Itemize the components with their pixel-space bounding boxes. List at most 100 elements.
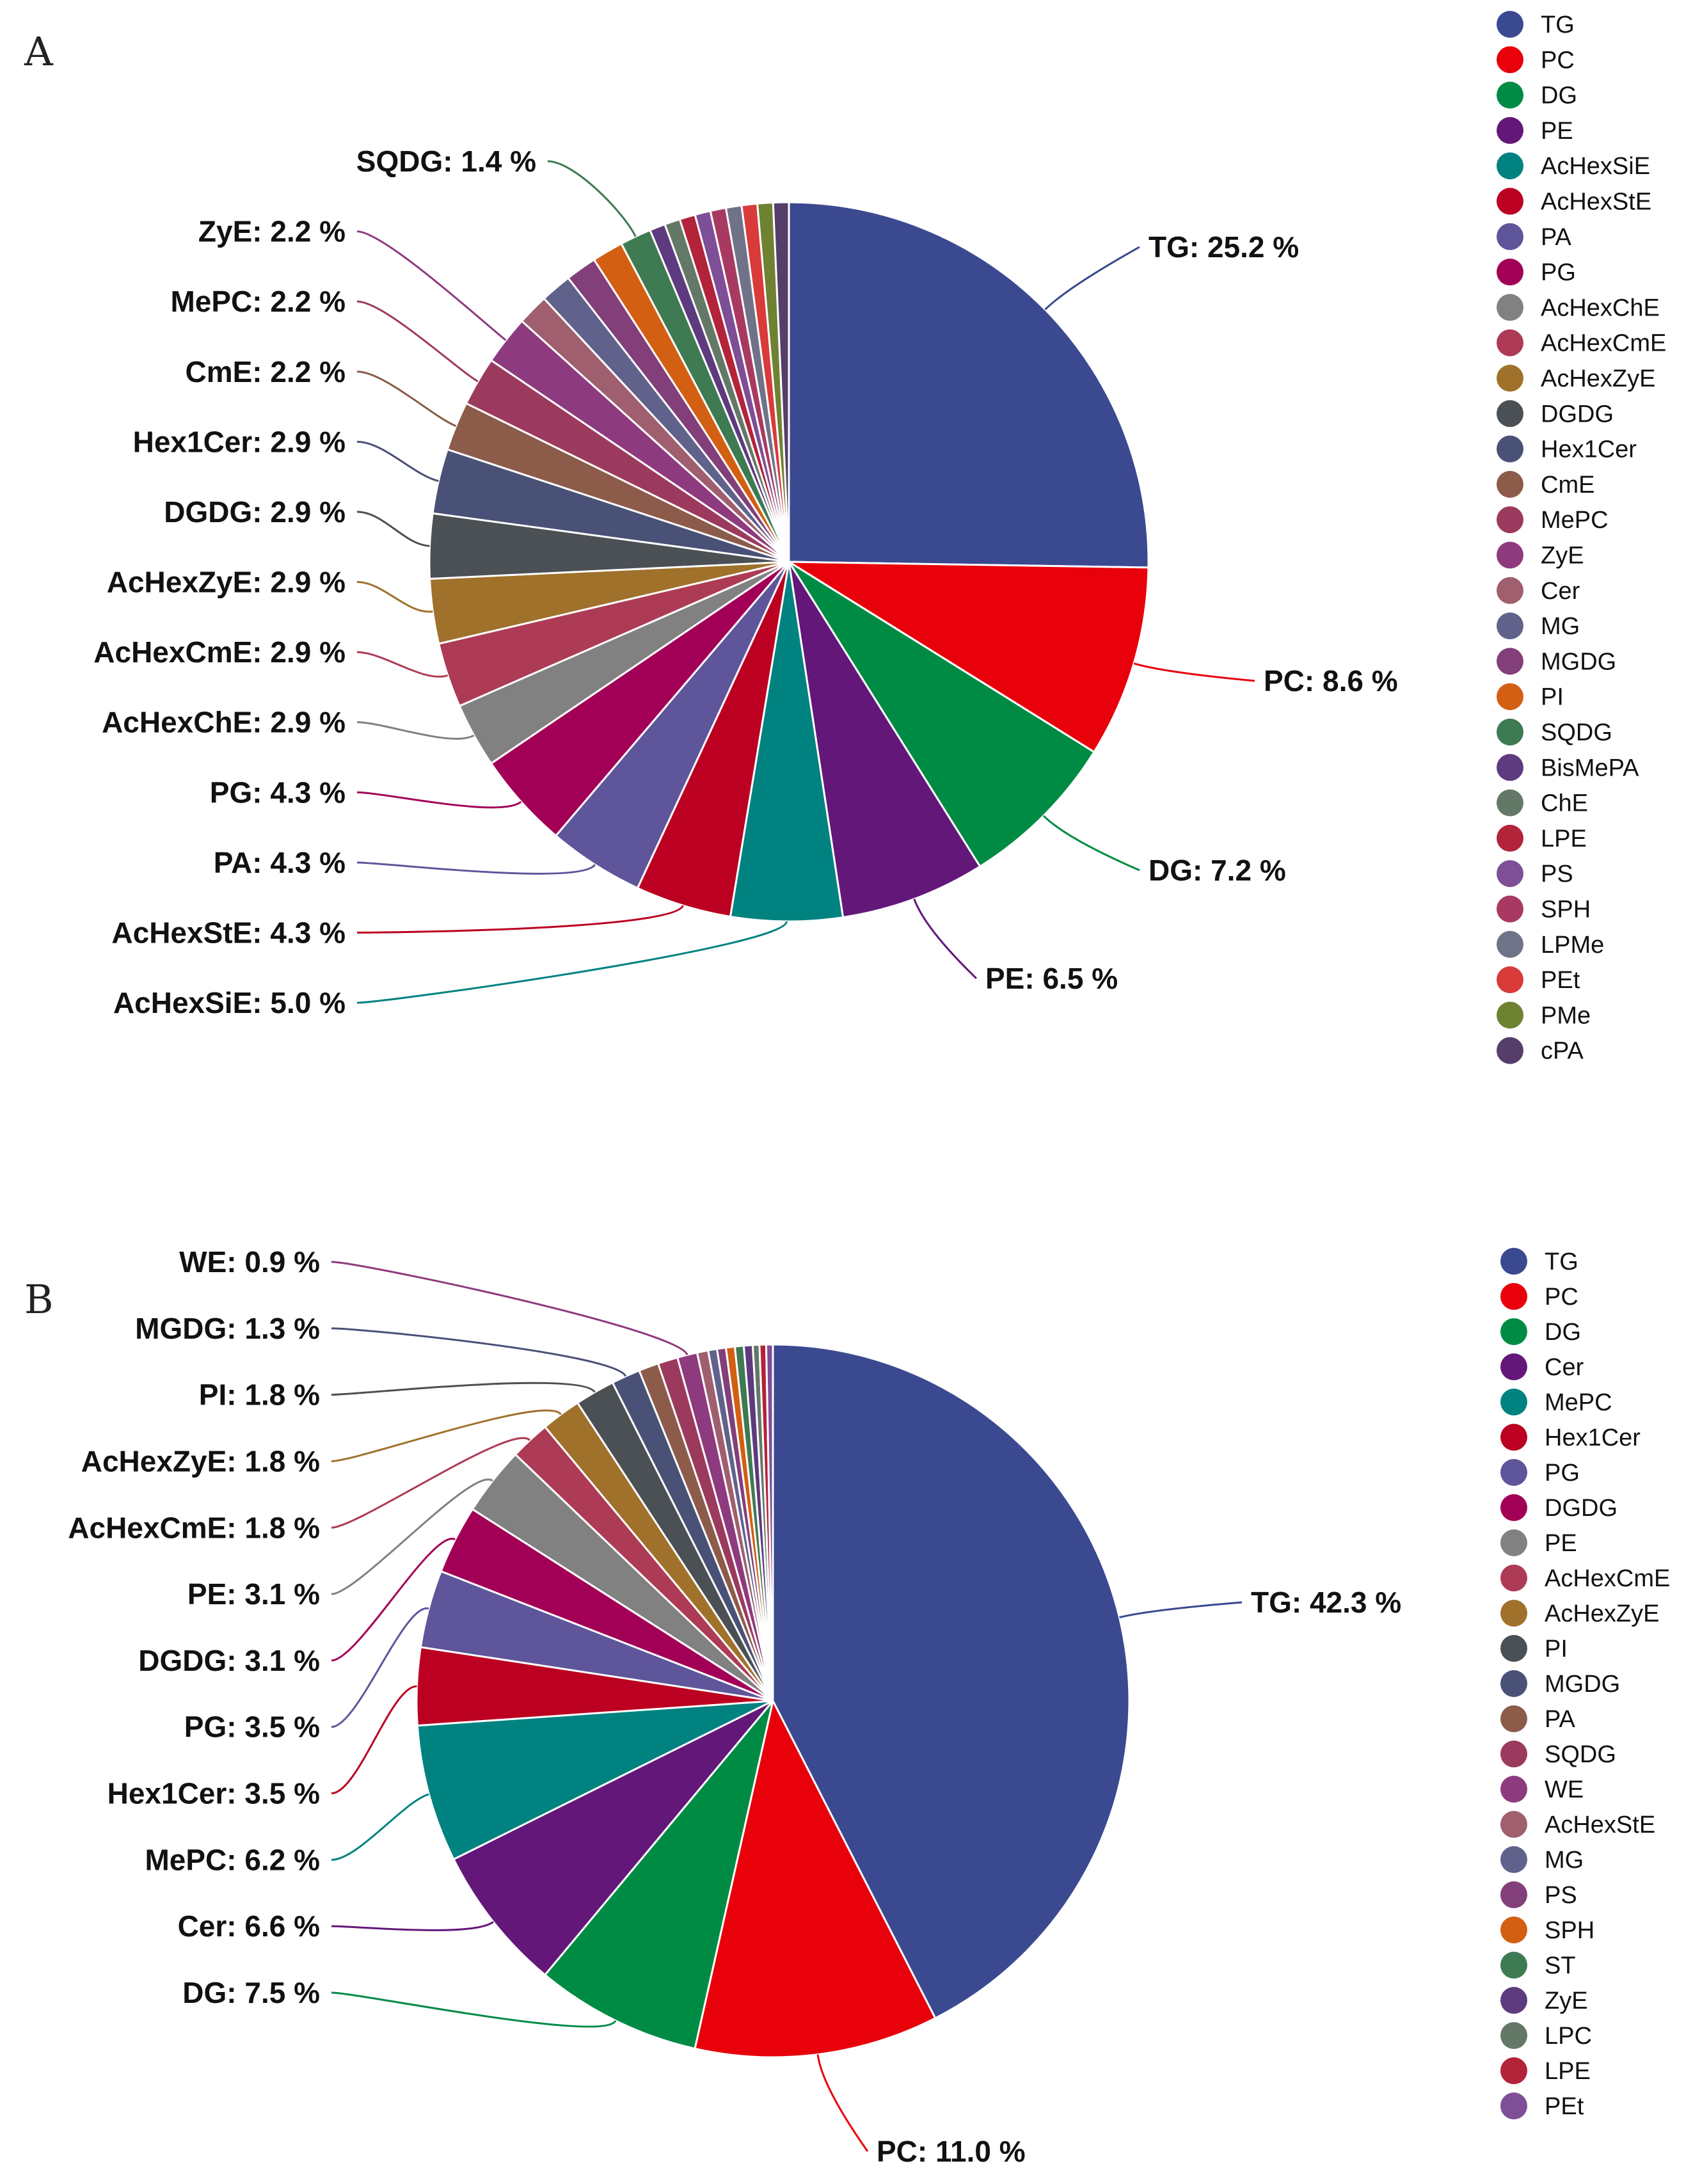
panel-letter-a: A [24,28,54,75]
legend-a: TG PC DG PE AcHexSiE AcHexStE PA PG AcHexChE AcHe… [1497,11,1666,1065]
legend-a-swatch-pc [1497,46,1523,74]
legend-b-item-pet: PEt [1545,2093,1584,2120]
legend-b-swatch-tg [1500,1248,1527,1275]
pie-b-leader-pc [816,2054,869,2152]
legend-b-swatch-pet [1500,2092,1527,2119]
pie-b-label-cer: Cer: 6.6 % [178,1909,320,1943]
legend-b-item-mg: MG [1545,1847,1584,1874]
legend-a-item-pet: PEt [1541,967,1580,994]
legend-a-swatch-cpa [1497,1037,1523,1064]
legend-b-swatch-pa [1500,1705,1527,1732]
legend-a-item-cer: Cer [1541,578,1580,605]
pie-a-leader-achexche [356,721,475,740]
pie-a-leader-achexsie [356,921,788,1004]
pie-a-label-cme: CmE: 2.2 % [185,355,346,388]
legend-a-swatch-sqdg [1497,719,1523,745]
legend-a-swatch-pa [1497,223,1523,250]
pie-b-label-pg: PG: 3.5 % [184,1710,320,1744]
pie-a-leader-pg [356,791,522,809]
legend-b-item-dgdg: DGDG [1545,1495,1617,1522]
legend-a-swatch-pi [1497,683,1523,710]
legend-b-swatch-zye [1500,1987,1527,2014]
legend-a-swatch-dgdg [1497,400,1523,427]
legend-b-item-pg: PG [1545,1460,1580,1487]
legend-b-swatch-sph [1500,1917,1527,1943]
pie-a-label-achexste: AcHexStE: 4.3 % [111,916,346,949]
legend-b-swatch-achexste [1500,1811,1527,1838]
legend-b-swatch-dg [1500,1318,1527,1345]
pie-a-leader-achexste [356,905,684,934]
legend-b-item-pi: PI [1545,1636,1568,1662]
legend-a-item-sph: SPH [1541,897,1591,923]
legend-a-item-cpa: cPA [1541,1038,1584,1065]
legend-a-item-dg: DG [1541,83,1577,109]
legend-a-swatch-che [1497,789,1523,817]
legend-a-item-sqdg: SQDG [1541,719,1612,746]
pie-a-label-dg: DG: 7.2 % [1149,854,1286,887]
pie-b-label-achexcme: AcHexCmE: 1.8 % [68,1511,320,1544]
legend-a-swatch-pet [1497,966,1523,994]
pie-b-slice-pet [765,1343,774,1702]
legend-a-item-lpme: LPMe [1541,932,1604,959]
legend-b-item-pe: PE [1545,1530,1577,1557]
pie-b-leader-achexcme [331,1437,531,1529]
legend-b-item-lpc: LPC [1545,2023,1592,2050]
legend-a-swatch-mg [1497,612,1523,640]
legend-a-swatch-pg [1497,259,1523,286]
legend-a-swatch-zye [1497,541,1523,569]
pie-chart-a: TG: 25.2 % PC: 8.6 % DG: 7.2 % PE: 6.5 % AcH… [93,11,1666,1065]
legend-b-item-pa: PA [1545,1706,1576,1733]
legend-a-swatch-achexche [1497,294,1523,321]
legend-a-item-cme: CmE [1541,472,1594,498]
pie-b-leader-lines [331,1261,1243,2152]
pie-b-leader-dg [331,1991,617,2028]
legend-b-item-ps: PS [1545,1882,1577,1909]
legend-b-swatch-pg [1500,1459,1527,1486]
pie-a-slice-dg [788,561,1096,868]
legend-a-swatch-pme [1497,1001,1523,1029]
legend-a-item-bismepa: BisMePA [1541,754,1639,781]
legend-b-item-mgdg: MGDG [1545,1671,1620,1698]
pie-a-slice-tg [788,201,1150,569]
legend-a-item-achexzye: AcHexZyE [1541,365,1655,392]
legend-a-swatch-sph [1497,895,1523,923]
pie-a-leader-dgdg [356,511,430,547]
pie-a-leader-pc [1133,662,1255,682]
pie-b-slice-labels: TG: 42.3 % PC: 11.0 % DG: 7.5 % Cer: 6.6 % M… [68,1245,1401,2168]
pie-b-label-achexzye: AcHexZyE: 1.8 % [81,1444,320,1478]
pie-a-leader-achexzye [356,581,433,613]
legend-b-item-achexste: AcHexStE [1545,1812,1655,1838]
pie-a-label-mepc: MePC: 2.2 % [170,285,346,318]
legend-b-item-hex1cer: Hex1Cer [1545,1424,1641,1451]
legend-b-swatch-we [1500,1776,1527,1803]
legend-b-swatch-pe [1500,1529,1527,1556]
legend-a-swatch-dg [1497,81,1523,109]
pie-a-label-zye: ZyE: 2.2 % [198,215,346,248]
legend-a-item-zye: ZyE [1541,543,1584,570]
pie-a-leader-pe [913,898,978,980]
legend-b-swatch-st [1500,1952,1527,1979]
pie-a-label-achexche: AcHexChE: 2.9 % [102,706,346,739]
legend-b-item-lpe: LPE [1545,2058,1591,2085]
pie-b-label-pe: PE: 3.1 % [187,1577,320,1611]
legend-a-swatch-mepc [1497,506,1523,534]
legend-b-swatch-mg [1500,1846,1527,1873]
pie-chart-b: TG: 42.3 % PC: 11.0 % DG: 7.5 % Cer: 6.6 % M… [68,1245,1670,2168]
pie-b-label-mepc: MePC: 6.2 % [145,1843,320,1876]
pie-b-leader-tg [1119,1601,1243,1618]
pie-a-label-pc: PC: 8.6 % [1264,664,1398,697]
legend-b-swatch-achexzye [1500,1600,1527,1627]
pie-b-leader-mgdg [331,1327,627,1377]
legend-a-swatch-tg [1497,11,1523,38]
legend-b-item-tg: TG [1545,1248,1578,1275]
pie-a-leader-achexcme [356,651,449,678]
legend-b-swatch-sqdg [1500,1741,1527,1767]
legend-a-item-pa: PA [1541,224,1572,251]
legend-a-item-achexcme: AcHexCmE [1541,330,1666,357]
legend-b-item-we: WE [1545,1776,1584,1803]
legend-b-swatch-achexcme [1500,1565,1527,1591]
pie-b-leader-dgdg [331,1538,456,1662]
pie-a-label-pa: PA: 4.3 % [214,846,346,879]
legend-a-swatch-pe [1497,116,1523,144]
legend-a-swatch-cme [1497,470,1523,498]
